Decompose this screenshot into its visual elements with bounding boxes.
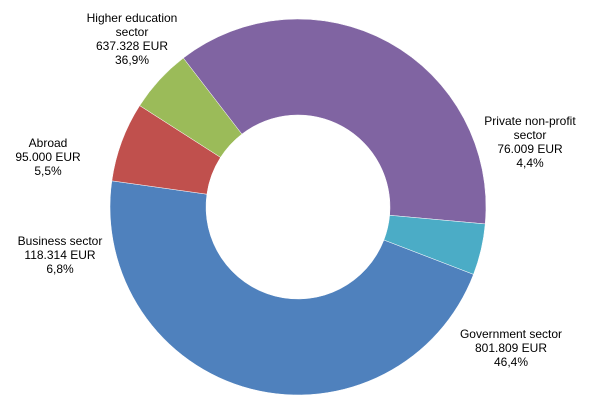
slice-label-higher-education: Higher education sector 637.328 EUR 36,9…: [62, 11, 202, 67]
slice-value: 95.000 EUR: [15, 150, 81, 164]
slice-name-line: Higher education: [86, 11, 178, 25]
slice-label-business: Business sector 118.314 EUR 6,8%: [4, 234, 116, 276]
slice-percent: 4,4%: [516, 156, 544, 170]
slice-name-line: Government sector: [459, 327, 563, 341]
slice-percent: 46,4%: [493, 355, 529, 369]
slice-value: 637.328 EUR: [95, 39, 169, 53]
slice-percent: 36,9%: [114, 53, 150, 67]
slice-name-line: sector: [513, 128, 547, 142]
slice-label-private-non-profit: Private non-profit sector 76.009 EUR 4,4…: [466, 114, 594, 170]
slice-higher-education-sector: [183, 18, 487, 225]
slice-private-non-profit-sector: [383, 215, 486, 275]
slice-percent: 5,5%: [34, 164, 62, 178]
slice-name-line: Private non-profit: [484, 114, 576, 128]
slice-label-government: Government sector 801.809 EUR 46,4%: [446, 327, 576, 369]
slice-value: 118.314 EUR: [24, 248, 96, 262]
slice-value: 76.009 EUR: [497, 142, 563, 156]
slice-name-line: Business sector: [17, 234, 103, 248]
slice-label-abroad: Abroad 95.000 EUR 5,5%: [0, 136, 96, 178]
slice-name-line: sector: [115, 25, 149, 39]
slice-value: 801.809 EUR: [474, 341, 548, 355]
slice-percent: 6,8%: [46, 262, 74, 276]
slice-name-line: Abroad: [28, 136, 68, 150]
